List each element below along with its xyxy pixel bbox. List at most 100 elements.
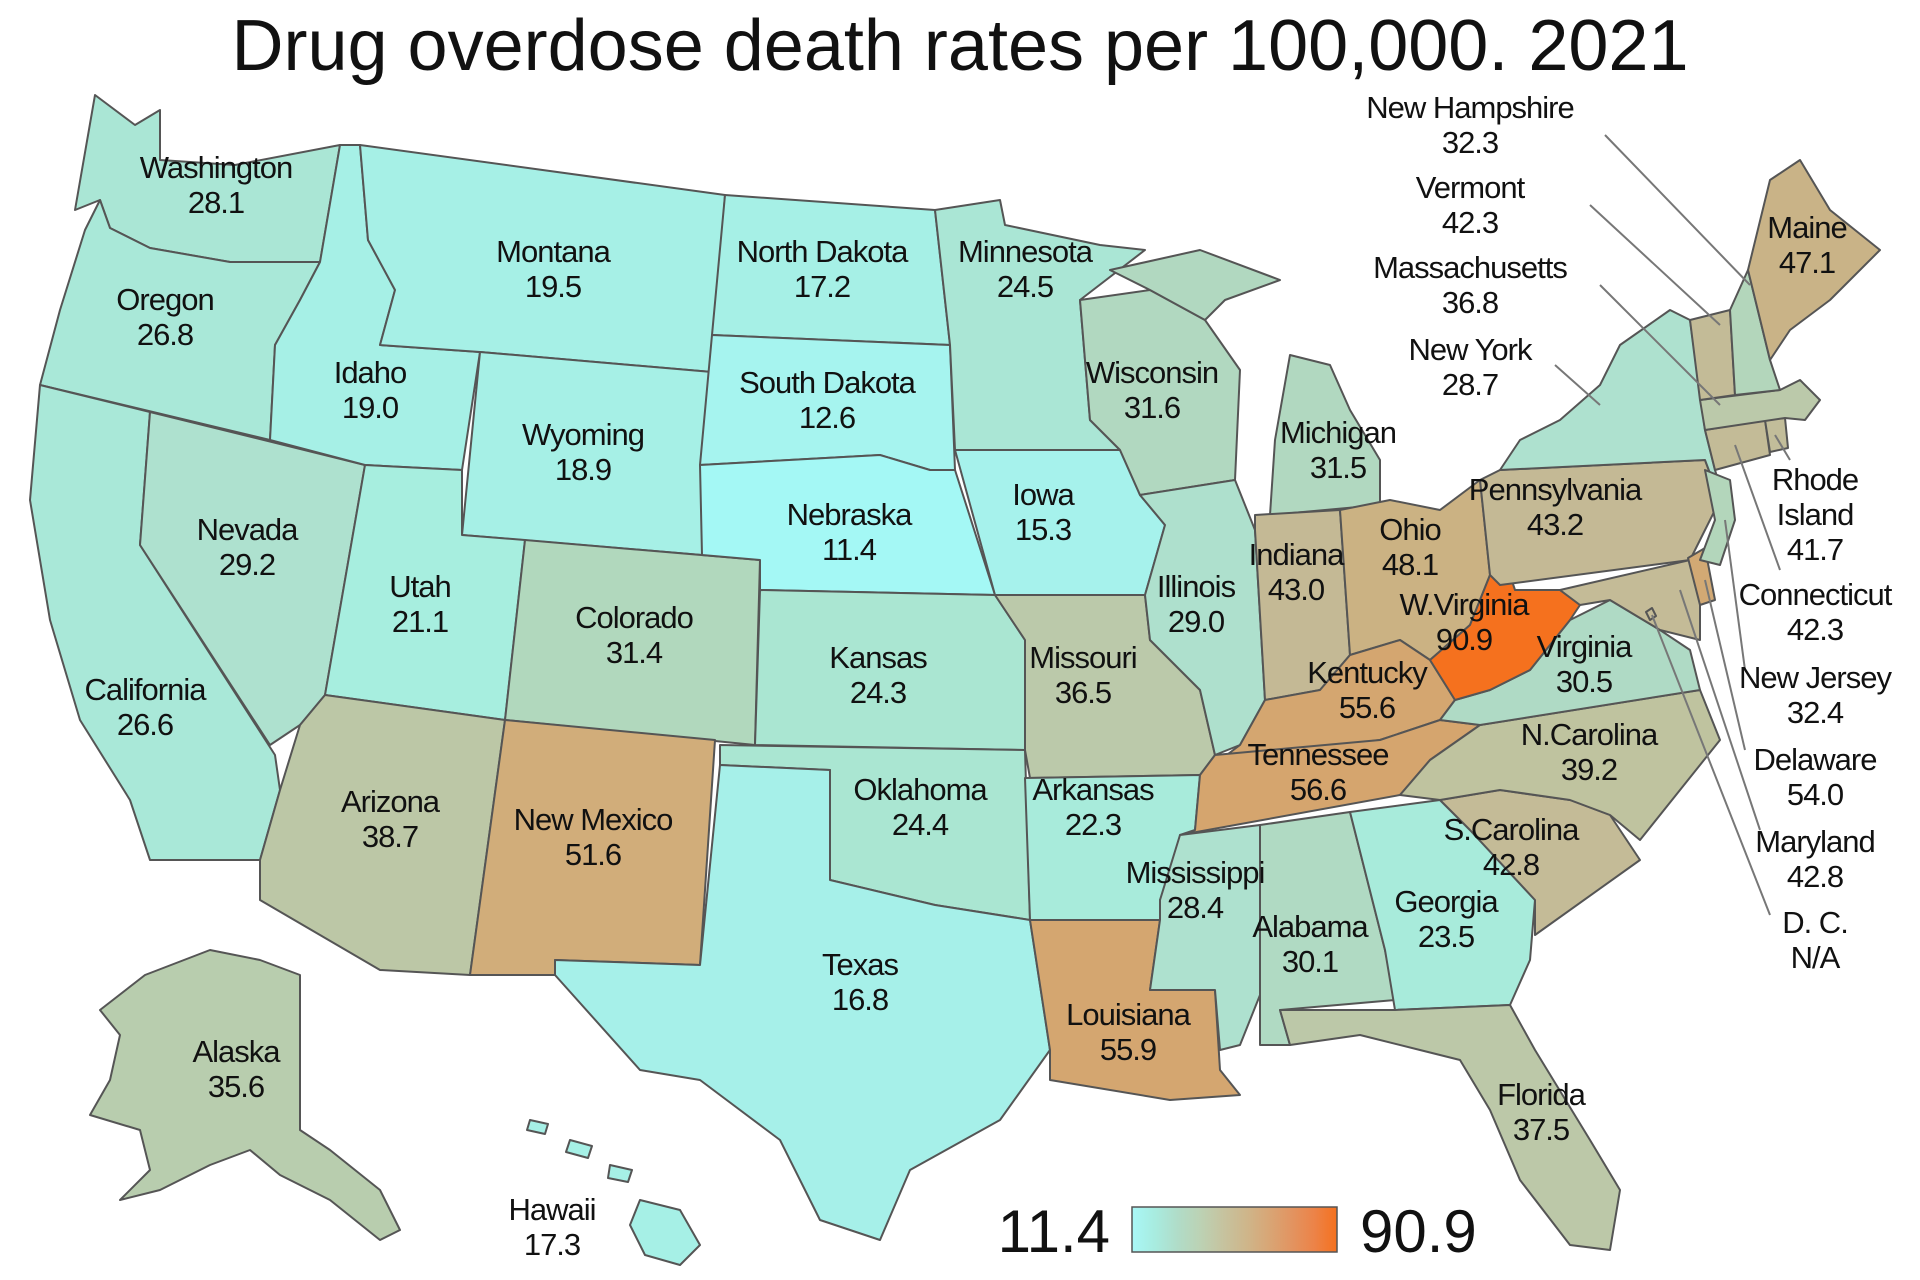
- state-label-il: Illinois 29.0: [1157, 569, 1236, 639]
- state-name-sd: South Dakota: [739, 365, 917, 400]
- state-shape-florida: [1279, 1004, 1621, 1251]
- state-name-wy: Wyoming: [522, 417, 644, 452]
- state-label-ri: Rhode Island 41.7: [1772, 462, 1858, 567]
- state-value-in: 43.0: [1268, 572, 1325, 607]
- state-name-il: Illinois: [1157, 569, 1236, 604]
- state-value-la: 55.9: [1100, 1032, 1156, 1067]
- legend-min-label: 11.4: [998, 1198, 1110, 1265]
- color-legend: 11.4 90.9: [998, 1198, 1477, 1265]
- state-value-vt: 42.3: [1442, 205, 1498, 240]
- state-name-ar: Arkansas: [1032, 772, 1154, 807]
- leader-lines: [1554, 134, 1791, 916]
- state-value-az: 38.7: [362, 819, 418, 854]
- state-label-ky: Kentucky 55.6: [1307, 655, 1428, 725]
- state-name-ct: Connecticut: [1739, 577, 1893, 612]
- state-value-nd: 17.2: [794, 269, 850, 304]
- state-name-ma: Massachusetts: [1373, 250, 1567, 285]
- state-name-hi: Hawaii: [508, 1192, 595, 1227]
- state-value-ri: 41.7: [1787, 532, 1843, 567]
- state-label-mt: Montana 19.5: [496, 234, 611, 304]
- state-label-ok: Oklahoma 24.4: [853, 772, 988, 842]
- state-value-tn: 56.6: [1290, 772, 1346, 807]
- state-value-fl: 37.5: [1513, 1112, 1569, 1147]
- state-label-ms: Mississippi 28.4: [1126, 855, 1265, 925]
- state-label-ny: New York 28.7: [1409, 332, 1533, 402]
- state-label-mo: Missouri 36.5: [1029, 640, 1136, 710]
- state-name-me: Maine: [1767, 210, 1846, 245]
- state-name-dc: D. C.: [1782, 905, 1848, 940]
- state-name-fl: Florida: [1497, 1077, 1587, 1112]
- state-label-ak: Alaska 35.6: [192, 1034, 281, 1104]
- state-label-dc: D. C. N/A: [1782, 905, 1848, 975]
- state-label-ar: Arkansas 22.3: [1032, 772, 1154, 842]
- state-name-or: Oregon: [116, 282, 213, 317]
- state-name-pa: Pennsylvania: [1469, 472, 1643, 507]
- state-label-vt: Vermont 42.3: [1416, 170, 1526, 240]
- state-name-ia: Iowa: [1012, 477, 1075, 512]
- state-shape-new-jersey: [1699, 469, 1736, 566]
- state-value-nm: 51.6: [565, 837, 621, 872]
- state-name-nm: New Mexico: [514, 802, 673, 837]
- state-name-co: Colorado: [575, 600, 693, 635]
- state-value-me: 47.1: [1779, 245, 1835, 280]
- state-value-ak: 35.6: [208, 1069, 264, 1104]
- state-label-wa: Washington 28.1: [140, 150, 293, 220]
- state-name-ne: Nebraska: [787, 497, 913, 532]
- state-value-il: 29.0: [1168, 604, 1225, 639]
- state-name-id: Idaho: [334, 355, 407, 390]
- state-label-co: Colorado 31.4: [575, 600, 693, 670]
- state-name-wi: Wisconsin: [1086, 355, 1218, 390]
- state-value-md: 42.8: [1787, 859, 1843, 894]
- state-value-hi: 17.3: [524, 1227, 580, 1262]
- state-label-az: Arizona 38.7: [341, 784, 441, 854]
- state-shape-massachusetts: [1699, 379, 1821, 431]
- state-name-tn: Tennessee: [1248, 737, 1389, 772]
- state-name-wv: W.Virginia: [1400, 587, 1531, 622]
- state-label-ma: Massachusetts 36.8: [1373, 250, 1567, 320]
- state-name-nh: New Hampshire: [1366, 90, 1574, 125]
- state-value-nh: 32.3: [1442, 125, 1498, 160]
- state-label-ne: Nebraska 11.4: [787, 497, 913, 567]
- state-name-nd: North Dakota: [737, 234, 909, 269]
- state-value-nj: 32.4: [1787, 695, 1844, 730]
- state-name-ms: Mississippi: [1126, 855, 1265, 890]
- state-value-or: 26.8: [137, 317, 193, 352]
- state-shape-maine: [1747, 159, 1881, 361]
- state-shape-new-hampshire: [1729, 269, 1781, 396]
- state-value-nv: 29.2: [219, 547, 275, 582]
- state-value-al: 30.1: [1282, 944, 1338, 979]
- state-label-id: Idaho 19.0: [334, 355, 407, 425]
- state-name-mn: Minnesota: [958, 234, 1094, 269]
- state-name-mt: Montana: [496, 234, 611, 269]
- state-value-ms: 28.4: [1167, 890, 1224, 925]
- state-value-va: 30.5: [1556, 664, 1612, 699]
- legend-max-label: 90.9: [1360, 1198, 1477, 1265]
- state-value-ok: 24.4: [892, 807, 949, 842]
- state-name-tx: Texas: [822, 947, 898, 982]
- state-value-ut: 21.1: [392, 604, 448, 639]
- state-name-ok: Oklahoma: [853, 772, 988, 807]
- state-value-tx: 16.8: [832, 982, 888, 1017]
- state-value-pa: 43.2: [1527, 507, 1583, 542]
- state-label-in: Indiana 43.0: [1249, 537, 1345, 607]
- state-name-ri: Island: [1777, 497, 1854, 532]
- state-name-la: Louisiana: [1066, 997, 1191, 1032]
- state-value-nc: 39.2: [1561, 752, 1617, 787]
- state-labels: Washington 28.1 Oregon 26.8 California 26.6 Ne…: [85, 90, 1894, 1262]
- leader-line-new-jersey: [1724, 519, 1746, 671]
- state-value-dc: N/A: [1791, 940, 1841, 975]
- state-name-ca: California: [85, 672, 208, 707]
- state-name-al: Alabama: [1252, 909, 1369, 944]
- state-value-wy: 18.9: [555, 452, 611, 487]
- state-value-ga: 23.5: [1418, 919, 1474, 954]
- leader-line-rhode-island: [1774, 434, 1791, 461]
- state-value-wi: 31.6: [1124, 390, 1180, 425]
- state-value-mo: 36.5: [1055, 675, 1111, 710]
- state-value-ky: 55.6: [1339, 690, 1395, 725]
- leader-line-massachusetts: [1599, 284, 1721, 406]
- state-label-nm: New Mexico 51.6: [514, 802, 673, 872]
- state-value-ks: 24.3: [850, 675, 906, 710]
- state-name-nv: Nevada: [197, 512, 300, 547]
- state-label-hi: Hawaii 17.3: [508, 1192, 595, 1262]
- state-label-nc: N.Carolina 39.2: [1521, 717, 1659, 787]
